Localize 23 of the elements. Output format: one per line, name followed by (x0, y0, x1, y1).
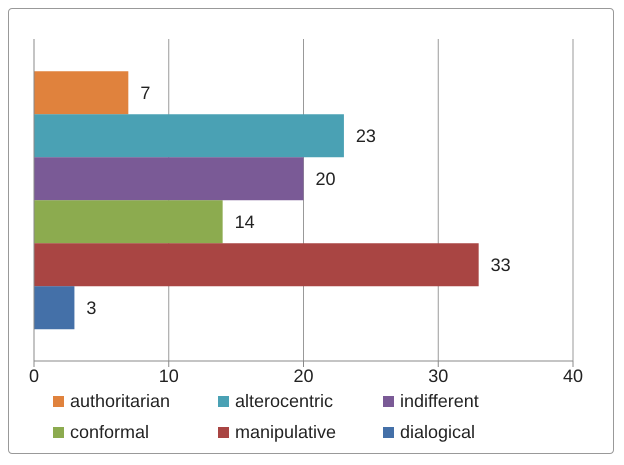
data-label: 23 (356, 126, 376, 146)
data-label: 20 (316, 169, 336, 190)
data-label: 14 (234, 212, 255, 232)
bar (34, 71, 128, 114)
legend-label: indifferent (400, 391, 479, 412)
legend-label: dialogical (400, 422, 476, 443)
bar (34, 286, 74, 330)
data-label: 33 (490, 255, 511, 276)
bar (34, 200, 223, 244)
legend-label: authoritarian (70, 391, 170, 412)
bar (34, 157, 304, 200)
x-tick-label: 30 (428, 366, 448, 386)
x-tick-label: 0 (28, 366, 40, 386)
data-label: 7 (140, 83, 150, 104)
data-label: 3 (86, 298, 96, 318)
bar (34, 114, 344, 158)
legend-label: conformal (70, 422, 150, 443)
bar (34, 243, 479, 286)
legend-label: alterocentric (235, 391, 334, 412)
x-tick-label: 20 (293, 366, 314, 386)
x-tick-label: 10 (158, 366, 179, 386)
x-tick-label: 40 (562, 366, 584, 386)
legend-label: manipulative (235, 422, 336, 443)
